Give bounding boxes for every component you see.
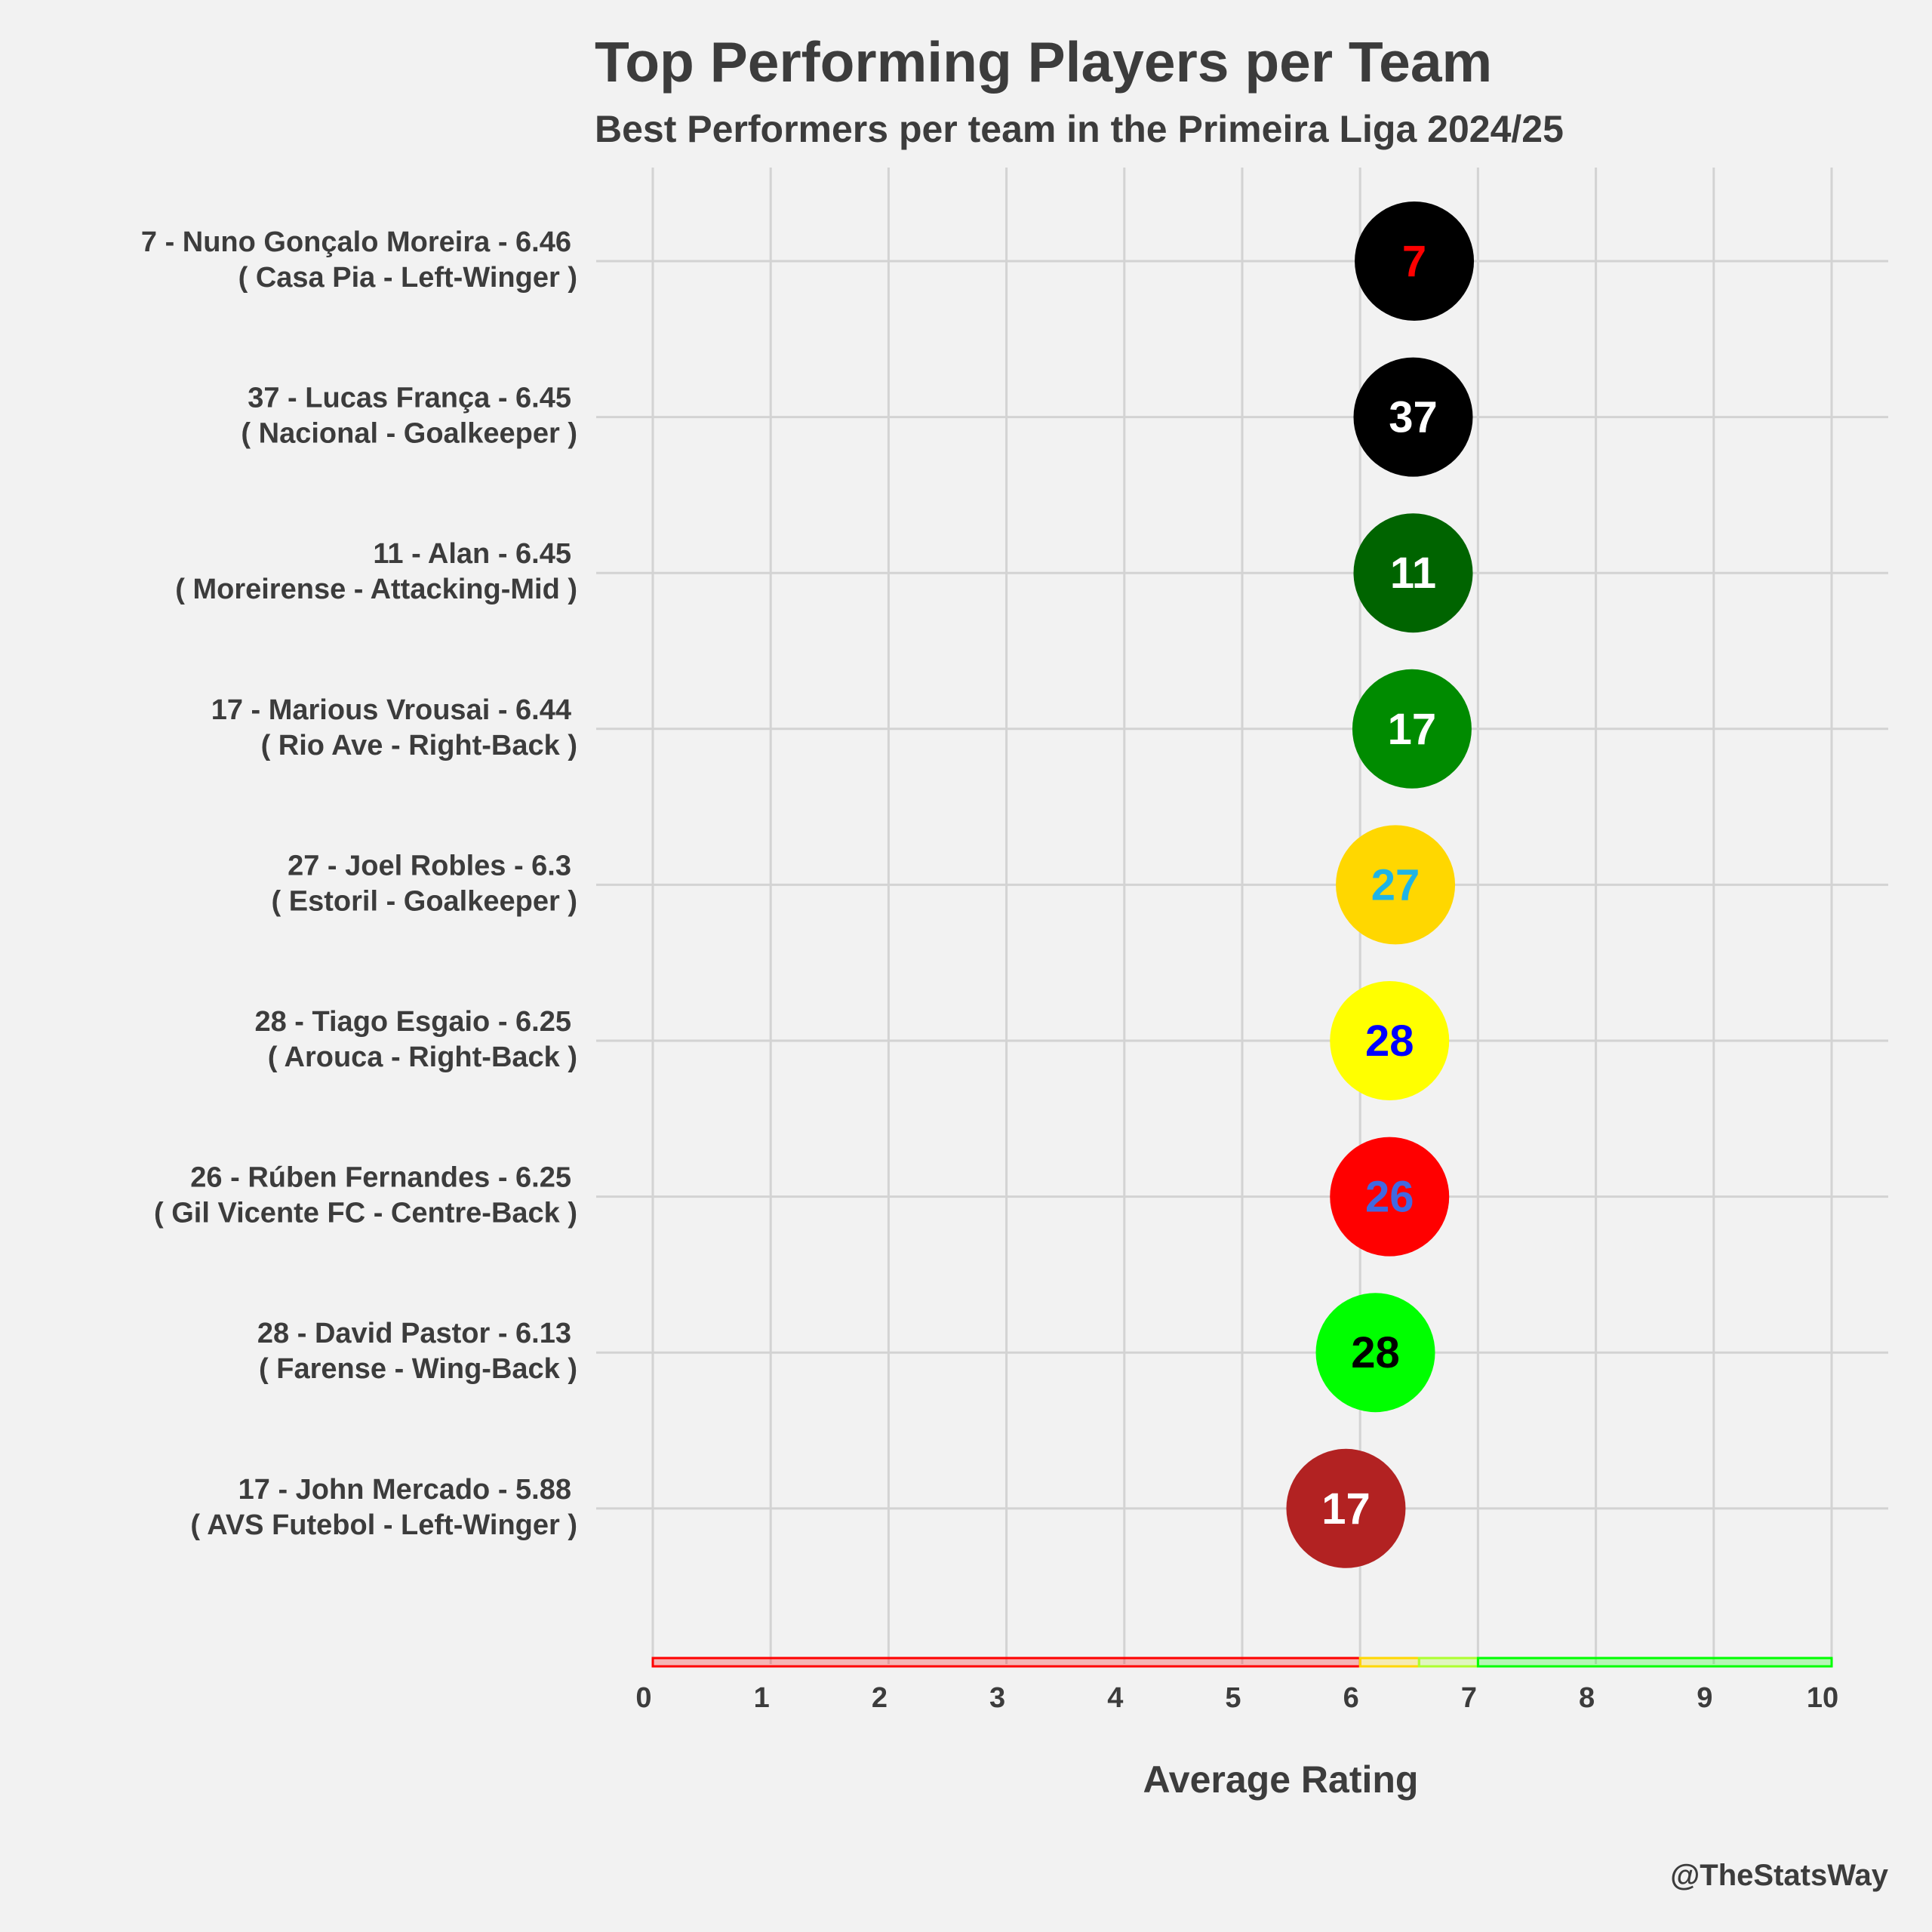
y-label-team-position: ( Arouca - Right-Back ): [268, 1041, 577, 1073]
y-label-team-position: ( Rio Ave - Right-Back ): [261, 730, 577, 761]
player-shirt-number: 7: [1402, 237, 1426, 286]
x-tick-label: 4: [1107, 1682, 1123, 1714]
player-point: [1315, 1293, 1435, 1413]
x-tick-label: 10: [1807, 1682, 1838, 1714]
x-tick-label: 6: [1343, 1682, 1359, 1714]
chart-subtitle: Best Performers per team in the Primeira…: [595, 108, 1564, 150]
y-axis-labels: 7 - Nuno Gonçalo Moreira - 6.46 ( Casa Pi…: [141, 226, 577, 1541]
y-label-player: 37 - Lucas França - 6.45: [248, 383, 571, 414]
player-shirt-number: 11: [1390, 549, 1436, 598]
rating-bands: [651, 1657, 1833, 1668]
rating-band: [1417, 1657, 1479, 1668]
y-label-player: 7 - Nuno Gonçalo Moreira - 6.46: [141, 226, 571, 258]
y-label-team-position: ( Nacional - Goalkeeper ): [241, 418, 577, 450]
rating-band: [1476, 1657, 1833, 1668]
y-label-player: 17 - Marious Vrousai - 6.44: [211, 694, 571, 726]
player-shirt-number: 37: [1389, 393, 1438, 442]
x-axis-title: Average Rating: [1143, 1758, 1419, 1801]
player-shirt-number: 26: [1365, 1173, 1414, 1222]
player-point: [1353, 513, 1473, 633]
player-shirt-number: 17: [1321, 1484, 1371, 1534]
y-label-player: 26 - Rúben Fernandes - 6.25: [190, 1162, 571, 1194]
y-label-team-position: ( Moreirense - Attacking-Mid ): [175, 574, 577, 605]
horizontal-gridlines: [596, 260, 1888, 1510]
x-tick-label: 9: [1697, 1682, 1712, 1714]
x-axis-ticks: 0 1 2 3 4 5 6 7 8 9 10: [635, 1682, 1838, 1714]
vertical-gridlines: [651, 168, 1833, 1664]
y-label-team-position: ( AVS Futebol - Left-Winger ): [190, 1509, 577, 1541]
data-points: 7 37 11 17 27 28 26 28 17: [1286, 202, 1475, 1568]
caption: @TheStatsWay: [1670, 1859, 1888, 1892]
player-shirt-number: 28: [1365, 1017, 1414, 1066]
player-point: [1355, 202, 1475, 321]
x-tick-label: 1: [754, 1682, 770, 1714]
x-tick-label: 8: [1579, 1682, 1595, 1714]
player-point: [1336, 825, 1456, 945]
chart-title: Top Performing Players per Team: [595, 30, 1492, 94]
y-label-player: 28 - David Pastor - 6.13: [257, 1318, 571, 1349]
player-point: [1353, 357, 1473, 477]
player-point: [1330, 1137, 1450, 1257]
player-shirt-number: 27: [1371, 860, 1420, 909]
x-tick-label: 5: [1225, 1682, 1241, 1714]
rating-band: [651, 1657, 1361, 1668]
rating-band: [1358, 1657, 1420, 1668]
y-label-player: 28 - Tiago Esgaio - 6.25: [254, 1006, 571, 1038]
player-point: [1286, 1448, 1406, 1568]
player-shirt-number: 28: [1351, 1328, 1400, 1377]
y-label-team-position: ( Estoril - Goalkeeper ): [272, 885, 577, 917]
x-tick-label: 0: [635, 1682, 651, 1714]
y-label-player: 17 - John Mercado - 5.88: [238, 1474, 571, 1506]
x-tick-label: 3: [989, 1682, 1005, 1714]
y-label-player: 27 - Joel Robles - 6.3: [288, 850, 571, 881]
y-label-team-position: ( Farense - Wing-Back ): [259, 1353, 577, 1385]
player-shirt-number: 17: [1388, 705, 1437, 754]
x-tick-label: 2: [872, 1682, 888, 1714]
x-tick-label: 7: [1461, 1682, 1477, 1714]
y-label-team-position: ( Gil Vicente FC - Centre-Back ): [154, 1198, 577, 1229]
player-point: [1330, 981, 1450, 1100]
y-label-player: 11 - Alan - 6.45: [373, 538, 571, 570]
player-point: [1352, 669, 1472, 789]
y-label-team-position: ( Casa Pia - Left-Winger ): [238, 262, 577, 294]
